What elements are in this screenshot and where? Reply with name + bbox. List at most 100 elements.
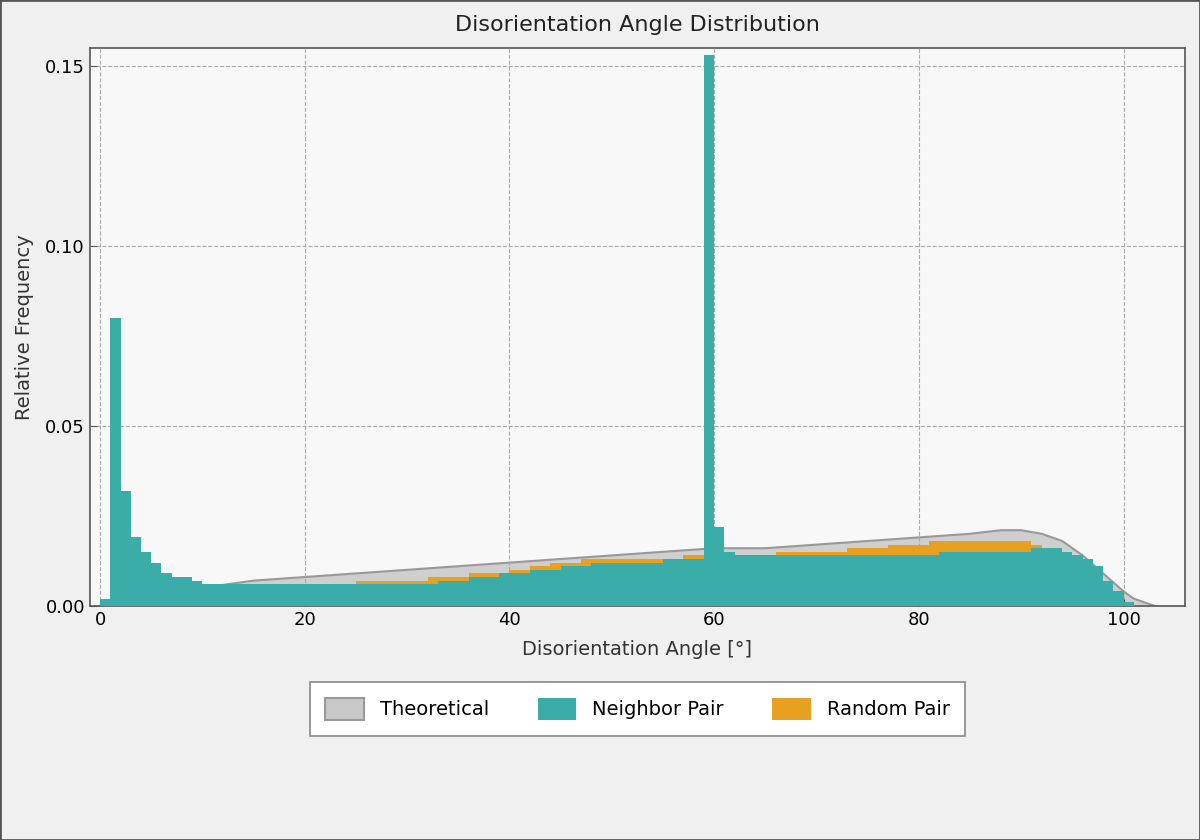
Bar [1052, 555, 1062, 606]
Bar [704, 555, 714, 606]
Bar [1073, 555, 1082, 606]
Bar [212, 584, 223, 606]
Bar [581, 559, 592, 606]
Bar [162, 574, 172, 606]
Bar [346, 584, 356, 606]
Bar [796, 552, 806, 606]
Bar [816, 555, 827, 606]
Y-axis label: Relative Frequency: Relative Frequency [14, 234, 34, 419]
Bar [929, 541, 940, 606]
Bar [806, 555, 816, 606]
Bar [510, 574, 520, 606]
Bar [581, 566, 592, 606]
Bar [110, 588, 120, 606]
Bar [868, 549, 878, 606]
Bar [1073, 574, 1082, 606]
Bar [601, 563, 612, 606]
Bar [775, 555, 786, 606]
Bar [151, 563, 162, 606]
Bar [233, 584, 244, 606]
Bar [244, 584, 253, 606]
Bar [346, 584, 356, 606]
Bar [458, 580, 468, 606]
Bar [1082, 559, 1093, 606]
Bar [632, 559, 642, 606]
Bar [755, 555, 766, 606]
Bar [601, 559, 612, 606]
Bar [1082, 584, 1093, 606]
Polygon shape [100, 530, 1154, 606]
Bar [510, 570, 520, 606]
Bar [120, 588, 131, 606]
Legend: Theoretical, Neighbor Pair, Random Pair: Theoretical, Neighbor Pair, Random Pair [310, 682, 965, 736]
Bar [336, 584, 346, 606]
Bar [284, 588, 294, 606]
Bar [755, 555, 766, 606]
Bar [316, 584, 325, 606]
Bar [131, 591, 142, 606]
Bar [796, 555, 806, 606]
Bar [940, 552, 949, 606]
Bar [499, 574, 510, 606]
Bar [172, 591, 182, 606]
Bar [1042, 549, 1052, 606]
Bar [223, 584, 233, 606]
Bar [182, 591, 192, 606]
Bar [560, 566, 571, 606]
Bar [827, 555, 838, 606]
Bar [1032, 544, 1042, 606]
Bar [131, 538, 142, 606]
Bar [386, 580, 397, 606]
Bar [305, 584, 316, 606]
Bar [642, 563, 653, 606]
Bar [571, 563, 581, 606]
Bar [212, 591, 223, 606]
Bar [551, 563, 560, 606]
Bar [490, 577, 499, 606]
Bar [888, 555, 899, 606]
Bar [223, 591, 233, 606]
Bar [899, 555, 908, 606]
Bar [960, 541, 970, 606]
Bar [244, 588, 253, 606]
Bar [673, 559, 684, 606]
Bar [386, 584, 397, 606]
Bar [120, 491, 131, 606]
Bar [233, 591, 244, 606]
Bar [775, 552, 786, 606]
Bar [745, 555, 755, 606]
Bar [949, 541, 960, 606]
Bar [192, 580, 203, 606]
Bar [397, 580, 407, 606]
Bar [377, 580, 386, 606]
Bar [407, 580, 418, 606]
Bar [203, 591, 212, 606]
Bar [142, 591, 151, 606]
Bar [540, 570, 551, 606]
Bar [366, 584, 377, 606]
Bar [725, 552, 734, 606]
Bar [653, 559, 664, 606]
Bar [490, 574, 499, 606]
Bar [786, 552, 796, 606]
Bar [100, 602, 110, 606]
Bar [664, 559, 673, 606]
Bar [622, 559, 632, 606]
Bar [100, 599, 110, 606]
Bar [284, 584, 294, 606]
Bar [745, 555, 755, 606]
Bar [919, 544, 929, 606]
Bar [980, 552, 990, 606]
Bar [479, 574, 490, 606]
Bar [908, 555, 919, 606]
Bar [418, 580, 427, 606]
Bar [806, 552, 816, 606]
Bar [336, 584, 346, 606]
Bar [970, 552, 980, 606]
Bar [858, 549, 868, 606]
Bar [878, 549, 888, 606]
Bar [479, 577, 490, 606]
Bar [356, 580, 366, 606]
Bar [499, 574, 510, 606]
Bar [172, 577, 182, 606]
